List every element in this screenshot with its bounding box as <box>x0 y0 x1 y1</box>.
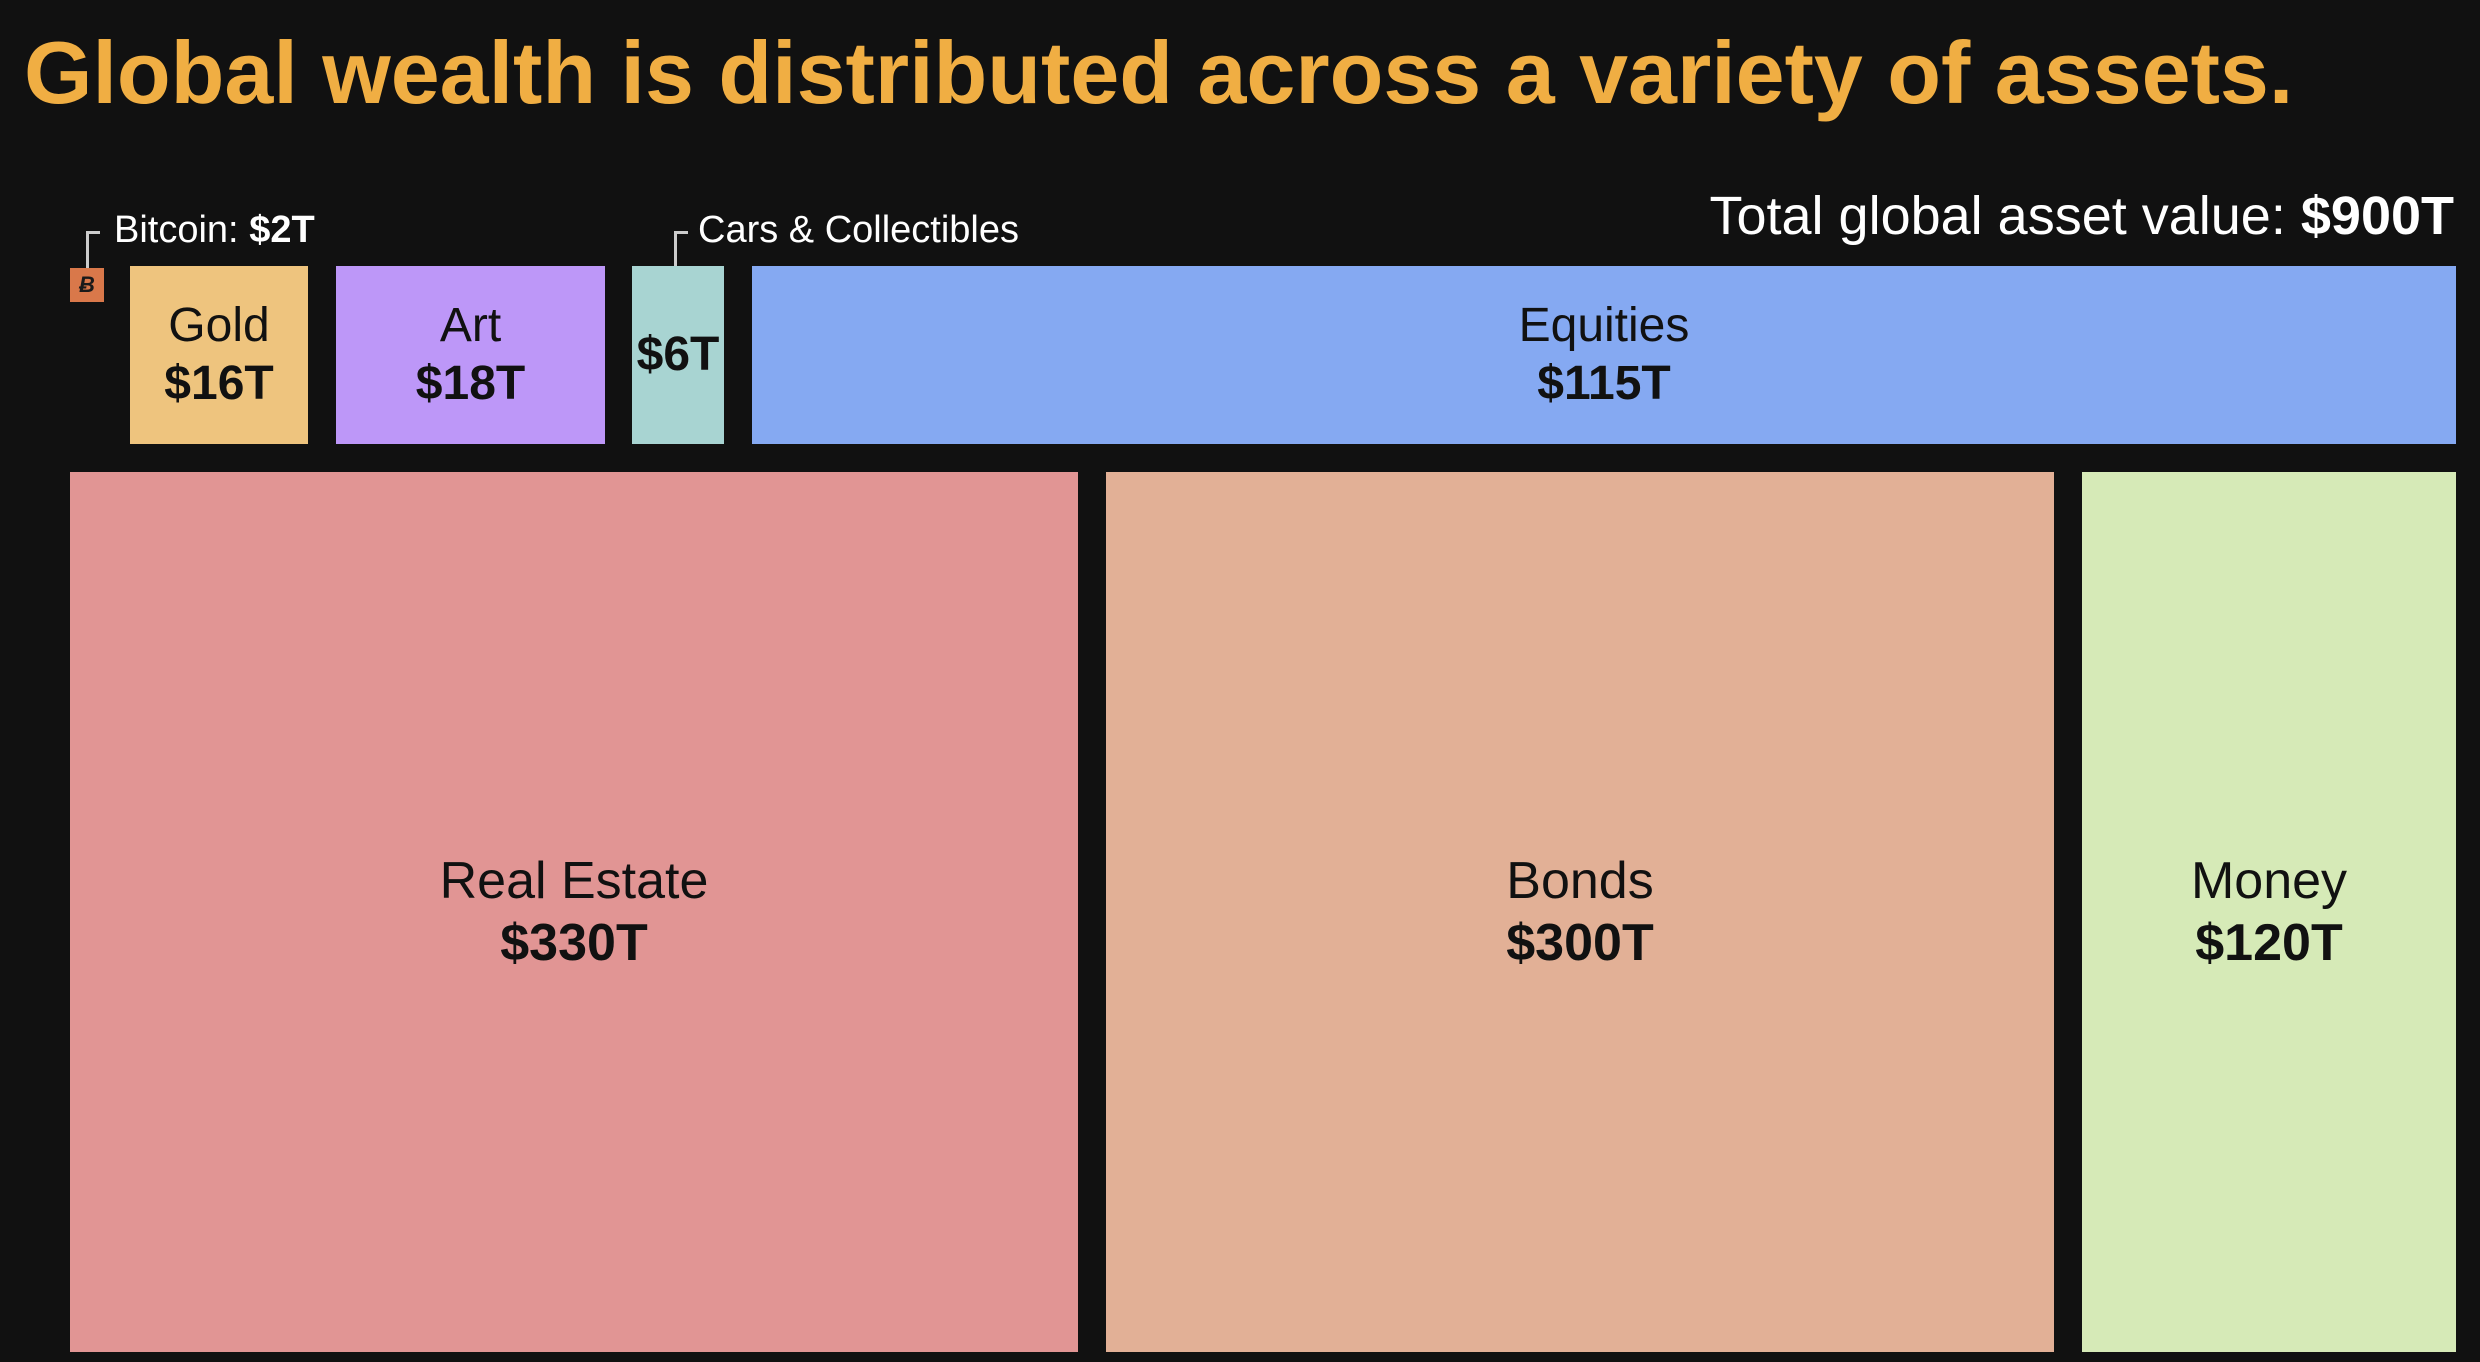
treemap-tile-art: Art $18T <box>336 266 605 444</box>
tile-value: $6T <box>636 328 720 381</box>
tile-label: Equities <box>1518 299 1690 352</box>
total-label: Total global asset value: <box>1709 186 2286 246</box>
bitcoin-callout: Bitcoin: $2T <box>114 208 315 252</box>
tile-value: $300T <box>1506 914 1654 972</box>
bitcoin-callout-bracket <box>86 231 100 268</box>
tile-value: $330T <box>500 914 648 972</box>
treemap-tile-equities: Equities $115T <box>752 266 2456 444</box>
tile-label: Real Estate <box>439 852 709 910</box>
treemap-tile-bonds: Bonds $300T <box>1106 472 2054 1352</box>
cars-callout: Cars & Collectibles <box>698 209 1019 251</box>
treemap-tile-gold: Gold $16T <box>130 266 308 444</box>
tile-value: $120T <box>2195 914 2343 972</box>
bitcoin-callout-label: Bitcoin: <box>114 209 239 251</box>
bitcoin-callout-value: $2T <box>249 209 315 251</box>
tile-value: $115T <box>1537 357 1671 410</box>
tile-label: Bonds <box>1506 852 1654 910</box>
chart-title: Global wealth is distributed across a va… <box>24 23 2294 122</box>
total-value: $900T <box>2300 186 2454 246</box>
treemap-tile-real-estate: Real Estate $330T <box>70 472 1078 1352</box>
treemap-tile-money: Money $120T <box>2082 472 2456 1352</box>
bitcoin-icon: Ƀ <box>70 268 104 302</box>
total-asset-value: Total global asset value: $900T <box>1709 186 2454 246</box>
tile-label: Gold <box>168 299 270 352</box>
cars-callout-bracket <box>674 231 688 266</box>
treemap-tile-cars-and-collectibles: $6T <box>632 266 724 444</box>
tile-label: Art <box>439 299 502 352</box>
tile-value: $18T <box>415 357 526 410</box>
tile-label: Money <box>2190 852 2348 910</box>
tile-value: $16T <box>164 357 274 410</box>
